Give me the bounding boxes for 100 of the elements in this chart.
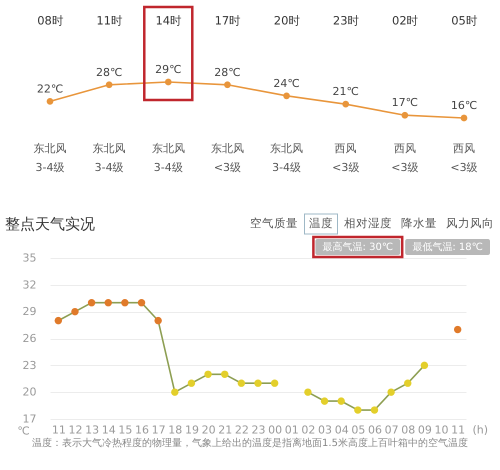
point xyxy=(304,388,312,396)
x-tick-label: 11 xyxy=(451,424,466,436)
point xyxy=(283,92,290,100)
x-tick-label: 00 xyxy=(268,424,282,436)
text: 西风 xyxy=(334,142,357,155)
x-tick-label: 05 xyxy=(351,424,366,436)
text: 最高气温: 30℃ xyxy=(322,241,394,253)
x-tick-label: 17时 xyxy=(214,14,242,28)
data-label: 22℃ xyxy=(36,82,64,96)
x-tick-label: 02时 xyxy=(392,14,419,28)
point xyxy=(204,370,212,378)
point xyxy=(420,362,428,370)
text: 3-4级 xyxy=(36,161,64,174)
chart-title: 整点天气实况 xyxy=(5,215,95,233)
text: 3-4级 xyxy=(154,161,183,174)
text: 风力风向 xyxy=(446,216,494,230)
point xyxy=(320,397,328,405)
data-label: 28℃ xyxy=(96,66,122,79)
x-tick-label: 21 xyxy=(218,424,232,436)
point xyxy=(254,380,262,387)
point xyxy=(164,78,172,86)
point xyxy=(138,299,146,306)
point xyxy=(238,380,246,387)
y-tick-label: 32 xyxy=(22,278,36,292)
data-label: 28℃ xyxy=(214,66,241,79)
text: 东北风 xyxy=(92,142,126,155)
data-label: 29℃ xyxy=(155,63,182,76)
point xyxy=(88,299,96,306)
x-tick-label: 06 xyxy=(368,424,382,436)
x-tick-label: 01 xyxy=(284,424,299,436)
text: 3-4级 xyxy=(94,161,124,174)
x-tick-label: 23时 xyxy=(332,14,360,28)
y-tick-label: 29 xyxy=(22,305,36,318)
point xyxy=(337,397,345,405)
x-tick-label: 08时 xyxy=(37,14,64,28)
x-tick-label: 05时 xyxy=(451,14,478,28)
x-tick-label: 17 xyxy=(152,424,166,436)
x-axis-title: (h) xyxy=(472,424,488,436)
point xyxy=(404,380,412,387)
text: 相对湿度 xyxy=(344,216,392,230)
x-tick-label: 03 xyxy=(318,424,332,436)
text: 降水量 xyxy=(401,216,437,230)
point xyxy=(354,406,362,414)
text: 东北风 xyxy=(152,142,185,155)
point xyxy=(104,299,112,306)
x-tick-label: 08 xyxy=(401,424,416,436)
data-label: 16℃ xyxy=(450,99,478,112)
point xyxy=(387,388,395,396)
x-tick-label: 04 xyxy=(334,424,349,436)
x-tick-label: 14 xyxy=(102,424,116,436)
text: 东北风 xyxy=(270,142,304,155)
y-tick-label: 20 xyxy=(22,386,36,399)
text: <3级 xyxy=(450,161,478,174)
text: 3-4级 xyxy=(272,161,302,174)
x-tick-label: 07 xyxy=(384,424,399,436)
x-tick-label: 23 xyxy=(252,424,266,436)
text: 温度：表示大气冷热程度的物理量，气象上给出的温度是指离地面1.5米高度上百叶箱中的空气温度 xyxy=(32,437,468,449)
x-tick-label: 09 xyxy=(418,424,432,436)
text: <3级 xyxy=(391,161,418,174)
text: 空气质量 xyxy=(250,216,298,230)
x-tick-label: 20 xyxy=(202,424,216,436)
x-tick-label: 13 xyxy=(85,424,100,436)
data-label: 21℃ xyxy=(332,85,359,98)
x-tick-label: 14时 xyxy=(155,14,182,28)
point xyxy=(270,380,278,387)
text: 西风 xyxy=(394,142,416,155)
y-tick-label: 26 xyxy=(22,332,36,345)
point xyxy=(224,81,231,88)
text: 西风 xyxy=(453,142,475,155)
text: 东北风 xyxy=(210,142,244,155)
x-tick-label: 11 xyxy=(52,424,66,436)
x-tick-label: 22 xyxy=(234,424,249,436)
x-tick-label: 02 xyxy=(301,424,316,436)
point xyxy=(106,81,112,88)
y-tick-label: 23 xyxy=(22,358,36,372)
x-tick-label: 16 xyxy=(135,424,150,436)
x-tick-label: 20时 xyxy=(274,14,300,28)
point xyxy=(154,316,162,324)
point xyxy=(171,388,179,396)
text: <3级 xyxy=(332,161,360,174)
text: 东北风 xyxy=(34,142,66,155)
point xyxy=(46,98,54,105)
text: 最低气温: 18℃ xyxy=(412,241,483,253)
text: 温度 xyxy=(309,216,333,230)
x-tick-label: 18 xyxy=(168,424,182,436)
x-tick-label: 19 xyxy=(184,424,199,436)
x-tick-label: 15 xyxy=(118,424,132,436)
point xyxy=(121,299,129,306)
point xyxy=(402,112,408,119)
y-tick-label: 35 xyxy=(22,252,36,264)
point xyxy=(221,370,228,378)
text: <3级 xyxy=(214,161,242,174)
point xyxy=(342,100,350,108)
point xyxy=(460,114,468,122)
point xyxy=(71,308,79,316)
point xyxy=(454,326,462,334)
point xyxy=(54,316,62,324)
point xyxy=(188,380,196,387)
data-label: 24℃ xyxy=(273,76,300,90)
y-tick-label: 17 xyxy=(22,412,36,426)
